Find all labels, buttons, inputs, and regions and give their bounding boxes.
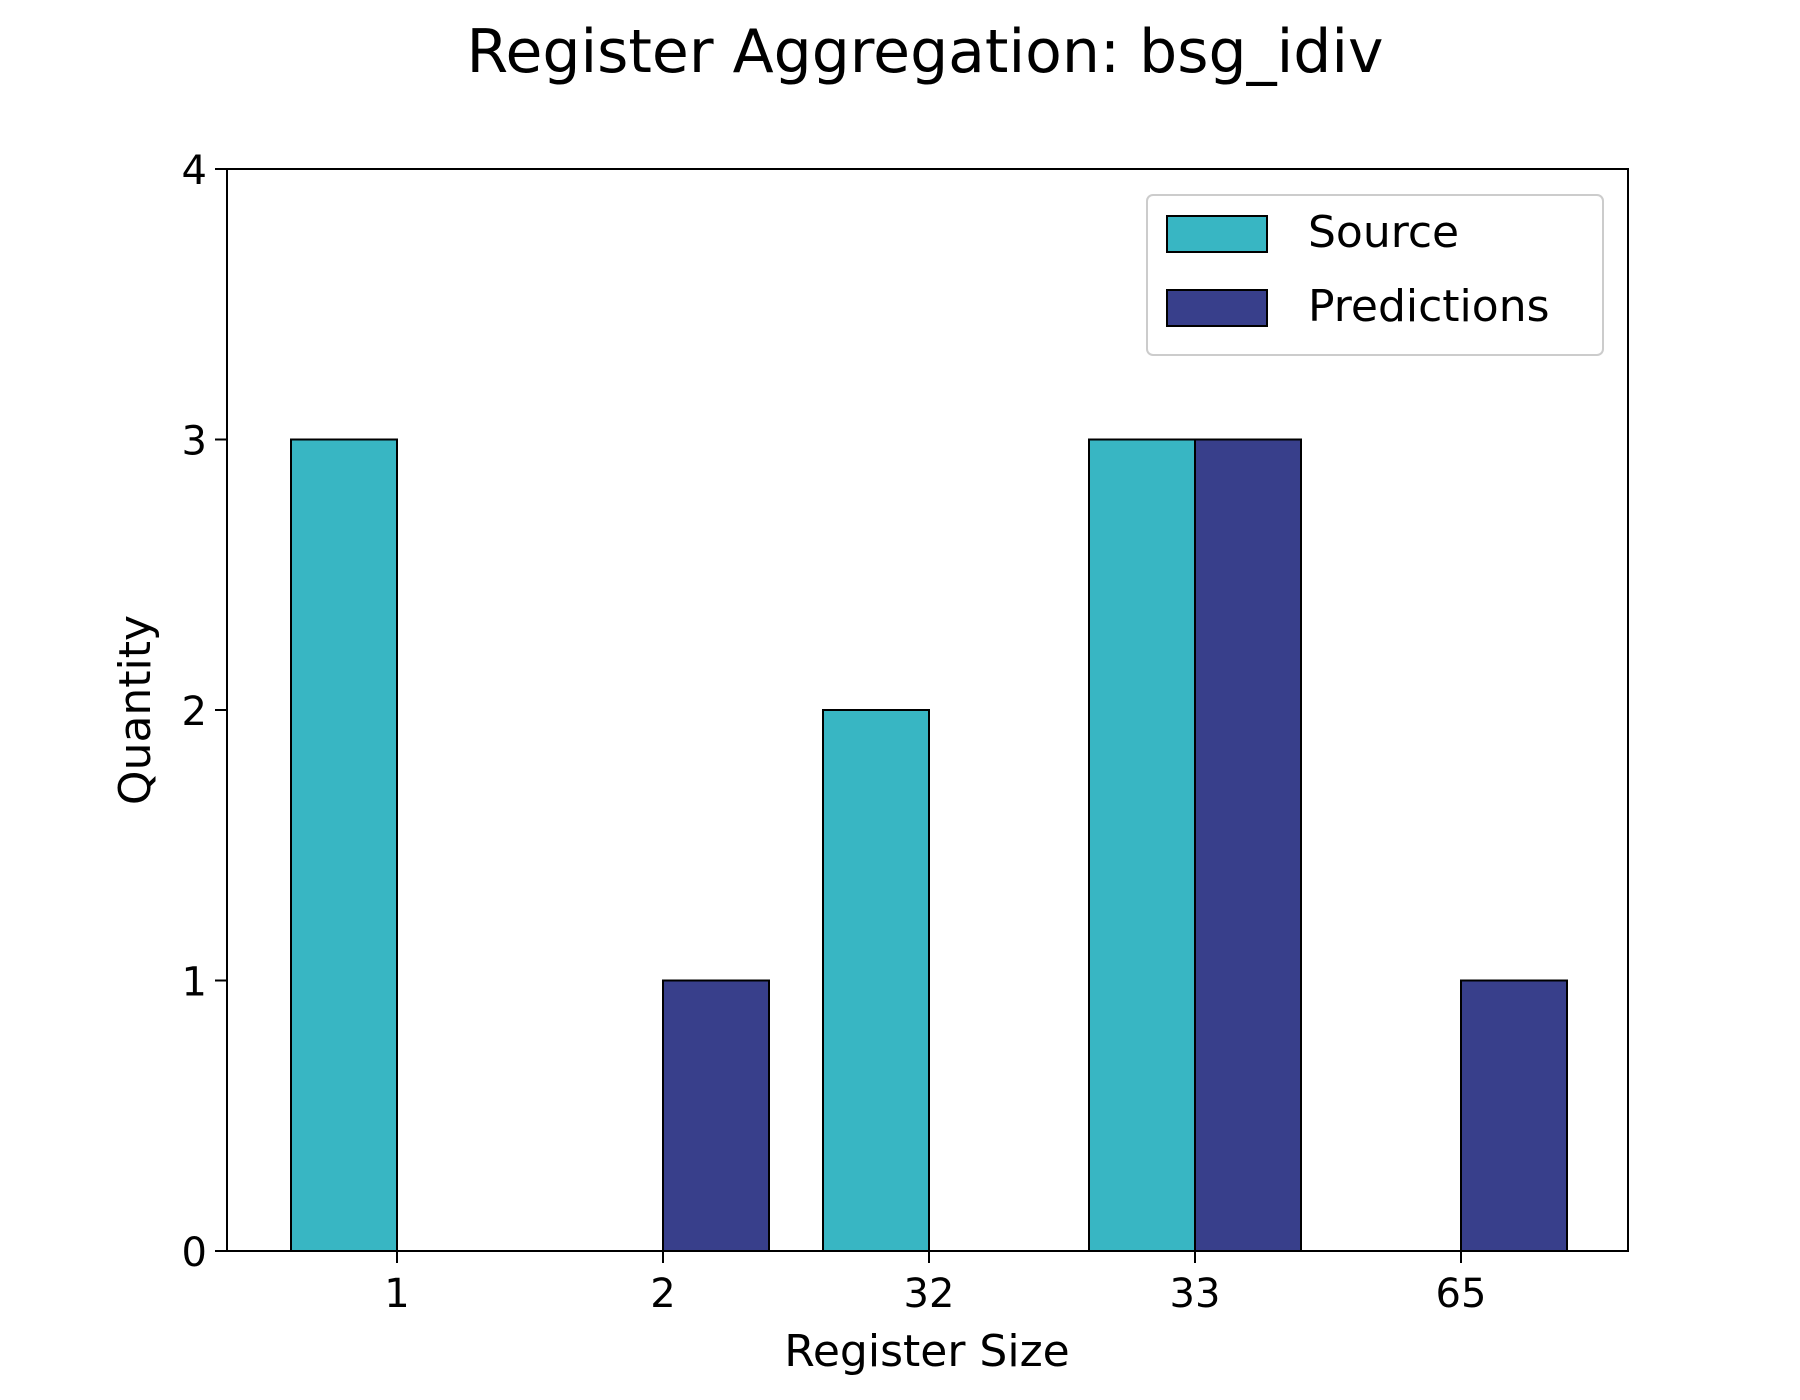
- x-tick-label: 33: [1170, 1271, 1221, 1317]
- plot-frame: [226, 168, 1629, 1252]
- bar-predictions-65: [1460, 979, 1568, 1252]
- y-tick-label: 1: [182, 960, 207, 1006]
- y-tick-label: 2: [182, 689, 207, 735]
- bars: [290, 438, 1568, 1252]
- bar-predictions-33: [1194, 438, 1302, 1252]
- bar-source-32: [822, 709, 930, 1252]
- y-tick-label: 3: [182, 419, 207, 465]
- y-axis-label: Quantity: [110, 615, 161, 805]
- x-tick-label: 1: [384, 1271, 409, 1317]
- legend-swatch-source: [1166, 215, 1268, 253]
- x-axis-label: Register Size: [784, 1326, 1069, 1377]
- bar-predictions-2: [662, 979, 770, 1252]
- legend: Source Predictions: [1146, 194, 1604, 356]
- legend-swatch-predictions: [1166, 289, 1268, 327]
- x-tick-label: 65: [1436, 1271, 1487, 1317]
- bar-source-1: [290, 438, 398, 1252]
- bar-source-33: [1088, 438, 1196, 1252]
- y-axis-ticks: 0 1 2 3 4: [182, 148, 227, 1276]
- chart-title: Register Aggregation: bsg_idiv: [466, 17, 1383, 87]
- x-axis-ticks: 1 2 32 33 65: [384, 1251, 1486, 1317]
- legend-label-source: Source: [1308, 207, 1459, 258]
- legend-label-predictions: Predictions: [1308, 281, 1550, 332]
- y-tick-label: 0: [182, 1230, 207, 1276]
- x-tick-label: 2: [650, 1271, 675, 1317]
- x-tick-label: 32: [904, 1271, 955, 1317]
- y-tick-label: 4: [182, 148, 207, 194]
